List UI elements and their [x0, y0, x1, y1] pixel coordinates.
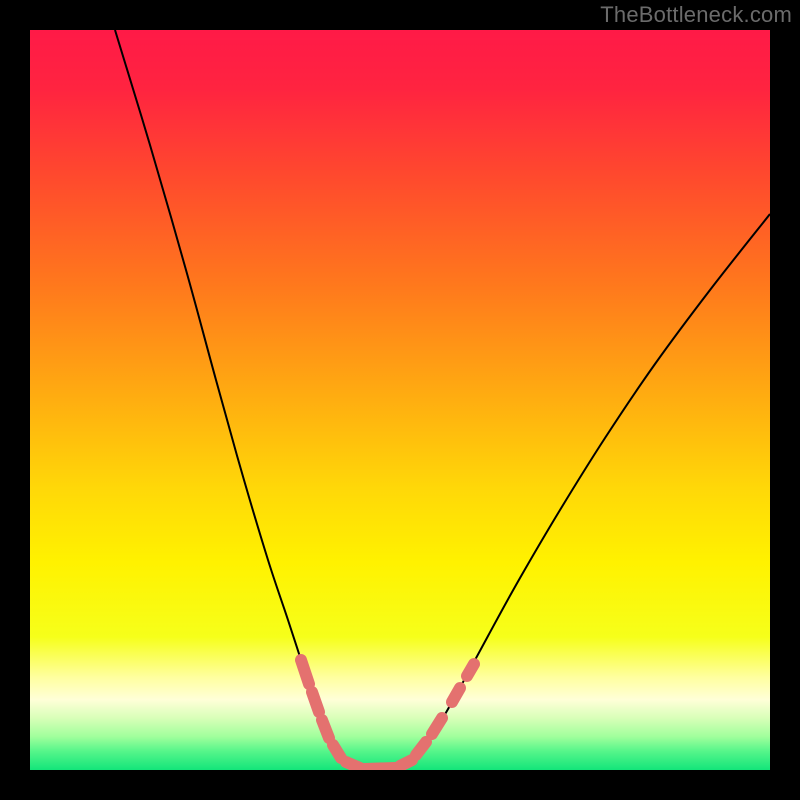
bottleneck-curve	[115, 30, 770, 769]
highlight-segment	[346, 762, 360, 768]
curve-overlay-svg	[0, 0, 800, 800]
watermark-text: TheBottleneck.com	[600, 2, 792, 28]
highlight-segment	[467, 664, 474, 676]
highlight-segment	[452, 688, 460, 702]
highlight-segment	[400, 760, 412, 766]
highlight-segment	[416, 742, 426, 755]
highlight-segment	[322, 720, 329, 738]
highlight-segment	[333, 745, 341, 758]
highlight-segment	[432, 718, 442, 734]
chart-stage: TheBottleneck.com	[0, 0, 800, 800]
highlight-segment	[301, 660, 309, 684]
highlight-segment	[312, 692, 319, 712]
highlight-segment	[365, 768, 395, 769]
